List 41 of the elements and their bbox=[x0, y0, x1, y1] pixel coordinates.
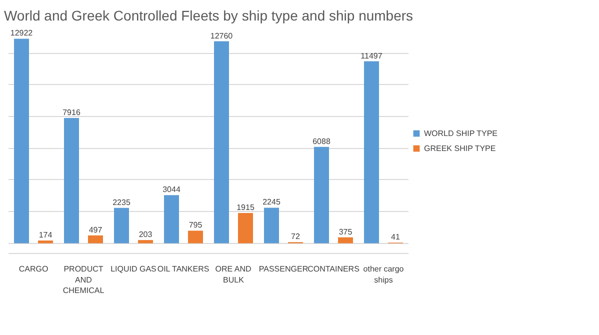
bar bbox=[214, 41, 229, 244]
legend-label: GREEK SHIP TYPE bbox=[424, 144, 496, 152]
data-label: 203 bbox=[138, 230, 153, 240]
x-tick-label: PRODUCT AND CHEMICAL bbox=[62, 264, 105, 296]
x-tick-label: PASSENGER bbox=[258, 264, 308, 274]
bar bbox=[264, 208, 279, 244]
legend-label: WORLD SHIP TYPE bbox=[424, 128, 498, 138]
x-tick-label: OIL TANKERS bbox=[157, 264, 210, 274]
data-label: 72 bbox=[291, 232, 300, 242]
bar bbox=[364, 61, 379, 244]
data-label: 12760 bbox=[210, 31, 234, 40]
data-label: 12922 bbox=[10, 28, 34, 38]
bar bbox=[338, 237, 353, 244]
x-tick-label: CONTAINERS bbox=[308, 264, 360, 274]
bar bbox=[238, 212, 253, 244]
data-label: 1915 bbox=[236, 202, 255, 212]
bar bbox=[64, 118, 79, 244]
x-tick-label: other cargo ships bbox=[363, 264, 404, 284]
data-label: 7916 bbox=[62, 108, 81, 117]
data-label: 174 bbox=[38, 230, 53, 240]
data-label: 11497 bbox=[360, 51, 383, 60]
data-label: 497 bbox=[88, 225, 103, 234]
data-label: 795 bbox=[188, 220, 203, 230]
x-tick-label: CARGO bbox=[18, 264, 48, 274]
bar bbox=[88, 235, 103, 244]
bar bbox=[114, 208, 129, 244]
chart-title: World and Greek Controlled Fleets by ship type and ship numbers bbox=[4, 8, 414, 24]
data-label: 3044 bbox=[162, 185, 181, 194]
data-label: 2245 bbox=[262, 198, 281, 207]
bar bbox=[38, 240, 53, 244]
bar bbox=[314, 146, 329, 244]
bar bbox=[14, 38, 29, 244]
x-tick-label: LIQUID GAS bbox=[110, 264, 156, 274]
data-label: 375 bbox=[338, 227, 353, 236]
data-label: 41 bbox=[391, 232, 400, 242]
data-label: 6088 bbox=[312, 136, 331, 146]
x-tick-label: ORE AND BULK bbox=[215, 264, 252, 284]
data-label: 2235 bbox=[112, 198, 131, 207]
bar bbox=[164, 195, 179, 244]
bar bbox=[138, 240, 153, 244]
bar bbox=[188, 230, 203, 244]
